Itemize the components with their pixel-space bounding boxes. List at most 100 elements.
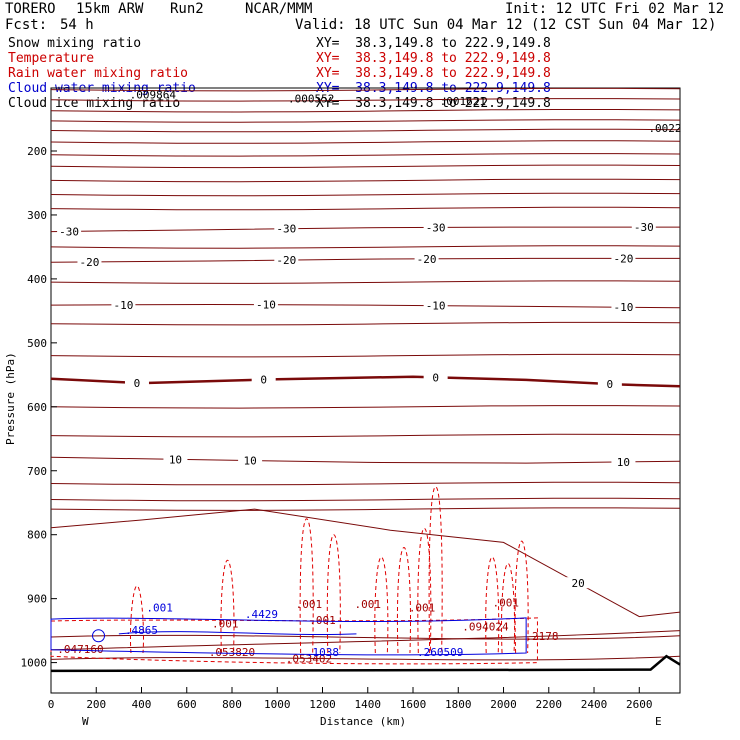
rain-contour <box>417 527 432 654</box>
y-tick-label: 500 <box>27 337 47 350</box>
temperature-contour-line <box>50 303 681 309</box>
init-time: Init: 12 UTC Fri 02 Mar 12 <box>505 1 725 17</box>
contour-label-bg <box>423 299 448 311</box>
x-tick-label: 1200 <box>309 698 336 711</box>
model-name: TORERO <box>5 1 56 17</box>
y-tick-label: 800 <box>27 529 47 542</box>
temperature-contour-label: -10 <box>113 299 133 312</box>
temperature-contour-line <box>50 405 681 409</box>
cloud-water-label: .260509 <box>417 646 463 659</box>
rain-contour-label: .053402 <box>286 653 332 666</box>
rain-contour-label: .001 <box>493 596 520 609</box>
contour-label-bg <box>611 301 636 313</box>
temperature-contour-label: 0 <box>607 378 614 391</box>
temperature-contour-line <box>50 280 681 284</box>
rain-contour <box>326 534 341 654</box>
temperature-contour-line <box>50 119 681 123</box>
valid-time: Valid: 18 UTC Sun 04 Mar 12 (12 CST Sun … <box>295 17 717 33</box>
temperature-contour-label: -20 <box>613 252 633 265</box>
rain-contour-label: .001 <box>212 617 239 630</box>
temperature-contour-line <box>50 245 681 249</box>
legend-xy-snow: XY= 38.3,149.8 to 222.9,149.8 <box>316 36 551 51</box>
contour-label-bg <box>631 221 656 233</box>
x-tick-label: 600 <box>177 698 197 711</box>
y-axis-title: Pressure (hPa) <box>4 352 17 445</box>
temperature-contour-line <box>50 655 681 661</box>
x-tick-label: 200 <box>86 698 106 711</box>
temperature-contour-label: 10 <box>169 453 182 466</box>
temperature-contour-line <box>50 353 681 358</box>
temperature-contour-label: -20 <box>80 256 100 269</box>
temperature-contour-label: 20 <box>572 577 585 590</box>
temperature-contour-line <box>50 128 681 133</box>
temperature-contour-label: -20 <box>417 253 437 266</box>
temperature-contour-line <box>50 87 681 92</box>
temperature-contour-line <box>50 321 681 326</box>
cloud-water-label: .001 <box>146 601 173 614</box>
west-label: W <box>82 715 89 728</box>
temperature-contour-line <box>50 497 681 502</box>
x-tick-label: 1800 <box>445 698 472 711</box>
temperature-contour-label: -30 <box>276 223 296 236</box>
temperature-contour-line <box>50 481 681 486</box>
cloud-water-label: .4865 <box>125 624 158 637</box>
temperature-contour-line <box>50 508 681 618</box>
contour-label-bg <box>251 373 276 385</box>
temperature-contour-line <box>50 192 681 197</box>
legend-name-rain: Rain water mixing ratio <box>8 66 189 81</box>
rain-contour <box>396 546 411 654</box>
contour-label-bg <box>611 252 636 264</box>
contour-label-bg <box>597 378 622 390</box>
rain-contour <box>514 540 529 654</box>
legend-name-temperature: Temperature <box>8 51 95 66</box>
rain-contour-label: .053820 <box>209 646 255 659</box>
temperature-contour-line <box>50 206 681 211</box>
contour-label-bg <box>423 371 448 383</box>
temperature-contour-line <box>50 630 681 651</box>
forecast-hour: 54 h <box>60 17 94 33</box>
temperature-contour-line <box>50 257 680 263</box>
contour-label-bg <box>611 455 636 467</box>
cloud-water-label: .1038 <box>306 646 339 659</box>
snow-ratio-label: .009864 <box>130 89 177 102</box>
contour-label-bg <box>566 577 591 589</box>
y-tick-label: 400 <box>27 273 47 286</box>
contour-label-bg <box>111 298 136 310</box>
organization: NCAR/MMM <box>245 1 313 17</box>
rain-contour <box>220 559 235 654</box>
temperature-contour-label: -30 <box>634 221 654 234</box>
contour-label-bg <box>414 252 439 264</box>
contour-label-bg <box>238 454 263 466</box>
snow-ratio-label: .000552 <box>288 92 334 105</box>
legend-xy-rain: XY= 38.3,149.8 to 222.9,149.8 <box>316 66 551 81</box>
rain-contour-label: .001 <box>296 598 323 611</box>
cloud-water-contour <box>92 629 106 643</box>
y-tick-label: 900 <box>27 593 47 606</box>
legend-xy-temperature: XY= 38.3,149.8 to 222.9,149.8 <box>316 51 551 66</box>
x-axis-title: Distance (km) <box>320 715 406 728</box>
snow-ratio-label: .001621 <box>440 95 486 108</box>
x-tick-label: 1400 <box>355 698 382 711</box>
rain-contour <box>501 562 516 654</box>
rain-contour <box>299 518 314 654</box>
contour-label-bg <box>274 254 299 266</box>
contour-label-bg <box>253 298 278 310</box>
rain-contour <box>129 585 144 654</box>
rain-contour-label: .001 <box>409 601 436 614</box>
terrain-line <box>50 654 681 673</box>
temperature-contour-label: -10 <box>256 299 276 312</box>
temperature-contour-label: -30 <box>59 225 79 238</box>
y-tick-label: 600 <box>27 401 47 414</box>
rain-contour-label: .094024 <box>462 621 509 634</box>
temperature-contour-label: -30 <box>426 221 446 234</box>
rain-contour-label: .001 <box>355 598 382 611</box>
contour-label-bg <box>124 376 149 388</box>
temperature-contour-label: -20 <box>276 254 296 267</box>
rain-contour <box>485 556 500 654</box>
temperature-contour-line <box>50 226 680 233</box>
cloud-water-label: .4429 <box>245 608 278 621</box>
y-tick-label: 1000 <box>21 657 48 670</box>
temperature-contour-line <box>50 456 681 464</box>
east-label: E <box>655 715 662 728</box>
